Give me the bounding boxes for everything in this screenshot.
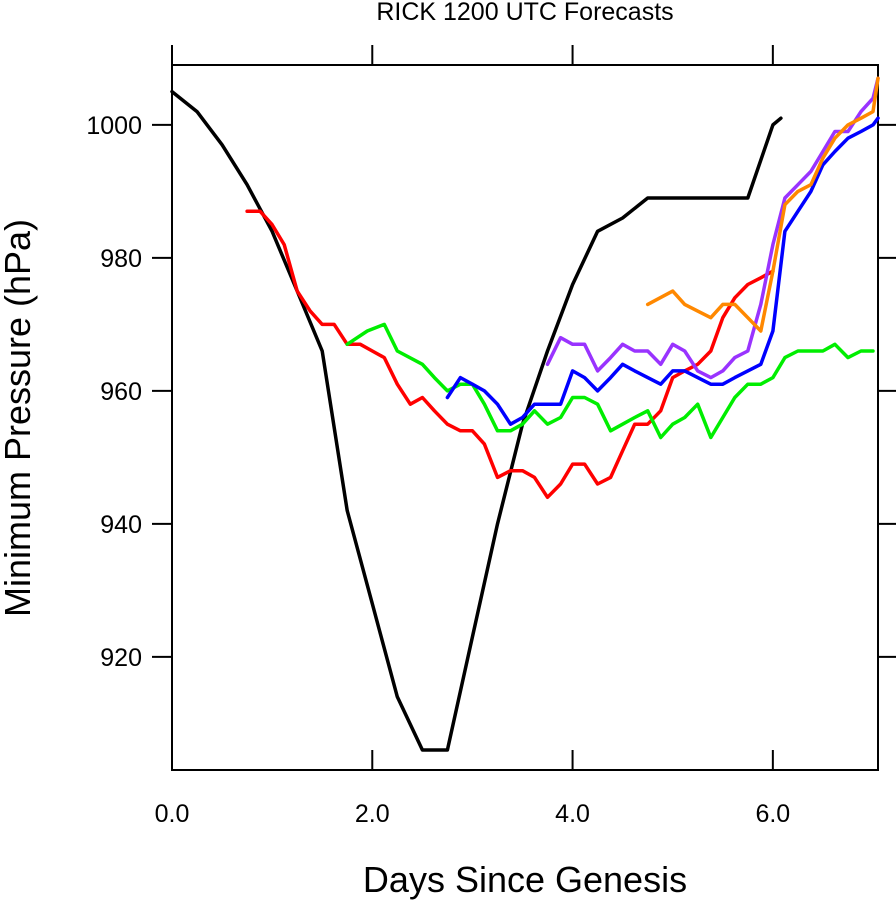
series-layer	[170, 76, 880, 752]
y-tick-label: 920	[100, 644, 142, 672]
y-axis-ticks: 920 940 960 980 1000	[86, 112, 896, 672]
series-line-3	[345, 322, 875, 440]
y-tick-label: 960	[100, 378, 142, 406]
y-tick-label: 1000	[86, 112, 142, 140]
x-tick-label: 0.0	[155, 800, 190, 828]
series-line-1	[170, 89, 783, 752]
series-line-6	[645, 76, 880, 333]
series-line-4	[445, 116, 880, 426]
y-tick-label: 980	[100, 245, 142, 273]
y-tick-label: 940	[100, 511, 142, 539]
x-tick-label: 2.0	[355, 800, 390, 828]
series-line-5	[545, 76, 880, 380]
series-line-2	[245, 209, 775, 500]
chart-title: RICK 1200 UTC Forecasts	[376, 0, 673, 26]
x-axis-ticks: 0.0 2.0 4.0 6.0	[155, 45, 790, 828]
x-tick-label: 6.0	[755, 800, 790, 828]
x-tick-label: 4.0	[555, 800, 590, 828]
x-axis-label: Days Since Genesis	[363, 859, 687, 900]
y-axis-label: Minimum Pressure (hPa)	[0, 219, 38, 617]
plot-frame	[171, 64, 879, 771]
